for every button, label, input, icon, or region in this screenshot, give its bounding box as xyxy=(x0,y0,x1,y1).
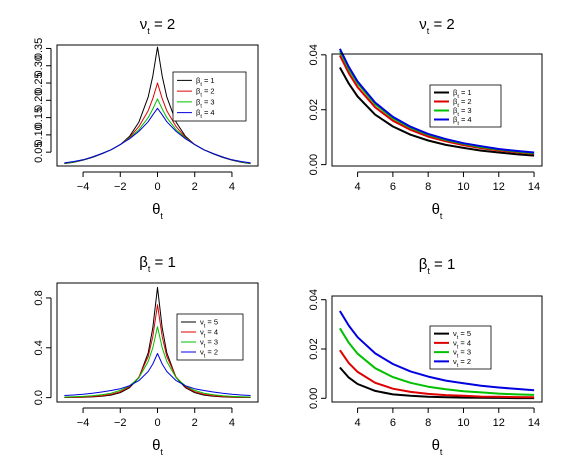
y-tick-label: 0.8 xyxy=(33,290,45,305)
legend-label: νt = 3 xyxy=(453,348,471,360)
y-tick-label: 0.10 xyxy=(33,124,45,145)
series-line xyxy=(64,326,251,398)
x-axis-label: θt xyxy=(152,437,163,457)
plot-frame xyxy=(56,282,259,403)
series-line xyxy=(339,327,535,396)
series-line xyxy=(339,366,535,400)
legend: νt = 5νt = 4νt = 3νt = 2 xyxy=(176,313,244,361)
legend: βt = 1βt = 2βt = 3βt = 4 xyxy=(429,84,502,128)
series-line xyxy=(339,67,535,157)
x-tick-label: 6 xyxy=(390,181,396,193)
legend: βt = 1βt = 2βt = 3βt = 4 xyxy=(172,71,247,122)
y-tick-label: 0.00 xyxy=(308,154,320,175)
series-line xyxy=(339,349,535,399)
y-tick-label: 0.05 xyxy=(33,141,45,162)
x-tick-label: −2 xyxy=(114,417,127,429)
x-axis-label: θt xyxy=(152,201,163,221)
chart-title: νt = 2 xyxy=(419,16,454,36)
legend-label: βt = 3 xyxy=(196,97,215,109)
y-tick-label: 0.04 xyxy=(308,289,320,310)
x-axis-label: θt xyxy=(432,437,443,457)
series-line xyxy=(339,310,535,392)
chart-title: βt = 1 xyxy=(139,254,176,274)
chart-title: νt = 2 xyxy=(140,16,175,36)
y-tick-label: 0.0 xyxy=(33,390,45,405)
legend-label: βt = 3 xyxy=(453,106,472,118)
y-tick-label: 0.35 xyxy=(33,38,45,59)
x-tick-label: −2 xyxy=(114,181,127,193)
x-tick-label: 12 xyxy=(493,417,505,429)
x-axis-label: θt xyxy=(432,201,443,221)
x-tick-label: 12 xyxy=(493,181,505,193)
plot-frame xyxy=(56,44,259,167)
legend-label: νt = 4 xyxy=(453,338,471,350)
x-tick-label: 0 xyxy=(154,181,160,193)
series-line xyxy=(64,353,251,396)
y-tick-label: 0.02 xyxy=(308,99,320,120)
legend-label: νt = 3 xyxy=(200,338,218,350)
x-tick-label: −4 xyxy=(77,417,90,429)
series-line xyxy=(64,107,251,164)
legend-label: νt = 4 xyxy=(200,328,218,340)
x-tick-label: 6 xyxy=(390,417,396,429)
legend-label: βt = 1 xyxy=(196,76,215,88)
chart-panel-1: νt = 2 −4 −2 0 2 4 θt 0.050.100.150.200.250.300… xyxy=(33,16,259,221)
y-tick-label: 0.04 xyxy=(308,44,320,65)
legend-label: νt = 2 xyxy=(453,357,471,369)
x-tick-label: 8 xyxy=(425,181,431,193)
y-tick-label: 0.15 xyxy=(33,107,45,128)
legend-label: βt = 1 xyxy=(453,88,472,100)
legend-label: βt = 4 xyxy=(453,115,472,127)
x-tick-label: 4 xyxy=(229,417,235,429)
y-tick-label: 0.4 xyxy=(33,340,45,355)
y-tick-label: 0.25 xyxy=(33,72,45,93)
legend-label: βt = 2 xyxy=(196,87,215,99)
legend-label: νt = 2 xyxy=(200,348,218,360)
y-tick-label: 0.00 xyxy=(308,388,320,409)
x-tick-label: 14 xyxy=(528,181,540,193)
x-tick-label: 2 xyxy=(192,417,198,429)
x-tick-label: 4 xyxy=(355,181,361,193)
x-tick-label: −4 xyxy=(77,181,90,193)
series-line xyxy=(64,304,251,398)
legend-label: νt = 5 xyxy=(200,318,218,330)
x-tick-label: 4 xyxy=(355,417,361,429)
x-tick-label: 10 xyxy=(457,181,469,193)
series-line xyxy=(339,48,535,154)
x-tick-label: 14 xyxy=(528,417,540,429)
plot-frame xyxy=(331,295,543,403)
x-tick-label: 2 xyxy=(192,181,198,193)
y-tick-label: 0.30 xyxy=(33,55,45,76)
legend: νt = 5νt = 4νt = 3νt = 2 xyxy=(429,325,492,370)
legend-label: βt = 2 xyxy=(453,97,472,109)
chart-title: βt = 1 xyxy=(419,256,456,276)
legend-label: βt = 4 xyxy=(196,108,215,120)
x-tick-label: 0 xyxy=(154,417,160,429)
y-tick-label: 0.02 xyxy=(308,338,320,359)
plot-frame xyxy=(331,53,543,167)
x-tick-label: 8 xyxy=(425,417,431,429)
x-tick-label: 10 xyxy=(457,417,469,429)
x-tick-label: 4 xyxy=(229,181,235,193)
y-tick-label: 0.20 xyxy=(33,90,45,111)
legend-label: νt = 5 xyxy=(453,329,471,341)
